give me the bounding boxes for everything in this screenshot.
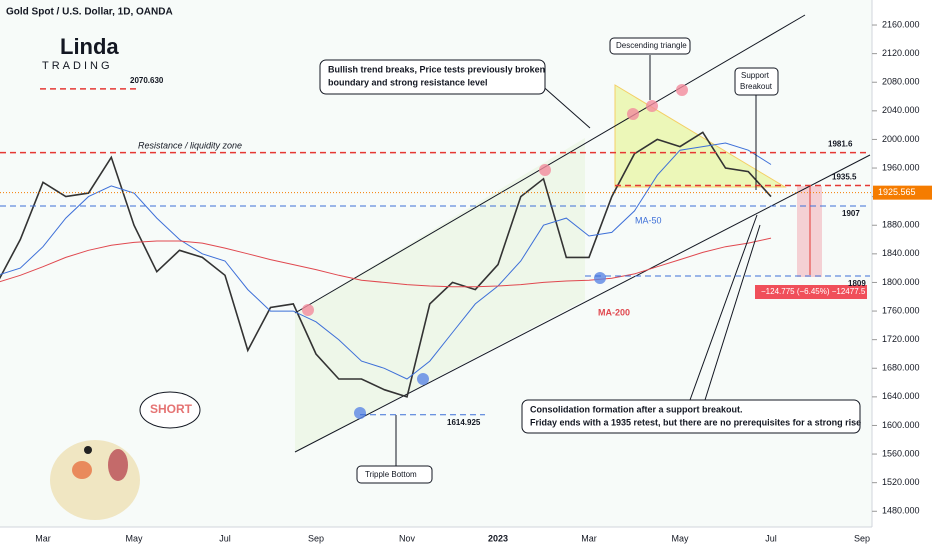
- y-tick-label: 1680.000: [882, 363, 920, 373]
- y-tick-label: 2120.000: [882, 48, 920, 58]
- annotation: boundary and strong resistance level: [328, 77, 488, 87]
- last-price-box: [873, 185, 932, 200]
- annotation: Friday ends with a 1935 retest, but ther…: [530, 417, 861, 427]
- logo: TRADING: [42, 60, 113, 72]
- x-tick-label: Nov: [399, 533, 416, 543]
- annotation: Consolidation formation after a support …: [530, 404, 743, 414]
- annotation: Support: [741, 71, 770, 80]
- x-tick-label: Sep: [308, 533, 324, 543]
- pointer: [689, 214, 761, 401]
- series-line: [0, 237, 772, 288]
- annotation: Descending triangle: [616, 41, 687, 50]
- pivots: [302, 84, 688, 419]
- y-tick-label: 1760.000: [882, 305, 920, 315]
- y-tick-label: 1960.000: [882, 162, 920, 172]
- x-tick-label: Jul: [765, 533, 777, 543]
- level-label: 1907: [842, 209, 860, 218]
- annotation: Bullish trend breaks, Price tests previo…: [328, 64, 545, 74]
- y-tick-label: 1800.000: [882, 277, 920, 287]
- y-tick-label: 1560.000: [882, 448, 920, 458]
- annotation: SHORT: [150, 402, 193, 416]
- annotation: Resistance / liquidity zone: [138, 140, 242, 150]
- x-tick-label: Sep: [854, 533, 870, 543]
- y-tick-label: 1600.000: [882, 420, 920, 430]
- logo: Linda: [60, 34, 119, 59]
- level-label: 1614.925: [447, 418, 481, 427]
- last-price-label: 1925.565: [878, 187, 916, 197]
- channel-line: [294, 154, 871, 453]
- callout: [734, 67, 779, 96]
- x-tick-label: Mar: [35, 533, 51, 543]
- level-label: 1981.6: [828, 140, 853, 149]
- y-tick-label: 2080.000: [882, 77, 920, 87]
- x-tick-label: Mar: [581, 533, 597, 543]
- series-line: [0, 142, 772, 380]
- y-tick-label: 1640.000: [882, 391, 920, 401]
- y-tick-label: 1880.000: [882, 220, 920, 230]
- y-tick-label: 1520.000: [882, 477, 920, 487]
- annotation: Tripple Bottom: [365, 470, 417, 479]
- x-tick-label: May: [671, 533, 689, 543]
- chart-title: Gold Spot / U.S. Dollar, 1D, OANDA: [6, 7, 173, 18]
- x-tick-label: 2023: [488, 533, 508, 543]
- x-tick-label: Jul: [219, 533, 231, 543]
- y-tick-label: 1480.000: [882, 506, 920, 516]
- annotation: −124.775 (−6.45%) −12477.5: [761, 287, 866, 296]
- bird: [50, 440, 140, 520]
- move-label-box: [755, 285, 867, 299]
- y-tick-label: 1840.000: [882, 248, 920, 258]
- x-tick-label: May: [125, 533, 143, 543]
- callout: [609, 37, 691, 55]
- thought-bubble: [139, 391, 201, 429]
- annotation: MA-200: [598, 307, 630, 317]
- level-label: 1935.5: [832, 173, 857, 182]
- annotation: Breakout: [740, 82, 773, 91]
- callout: [521, 399, 861, 434]
- series-line: [0, 131, 772, 398]
- callout: [319, 59, 546, 95]
- y-tick-label: 2160.000: [882, 19, 920, 29]
- y-tick-label: 2000.000: [882, 134, 920, 144]
- annotation: MA-50: [635, 215, 662, 225]
- channel-line: [294, 14, 806, 314]
- triangle: [614, 84, 787, 188]
- callout: [356, 465, 433, 484]
- y-tick-label: 1720.000: [882, 334, 920, 344]
- y-tick-label: 2040.000: [882, 105, 920, 115]
- level-label: 1809: [848, 279, 866, 288]
- level-label: 2070.630: [130, 76, 164, 85]
